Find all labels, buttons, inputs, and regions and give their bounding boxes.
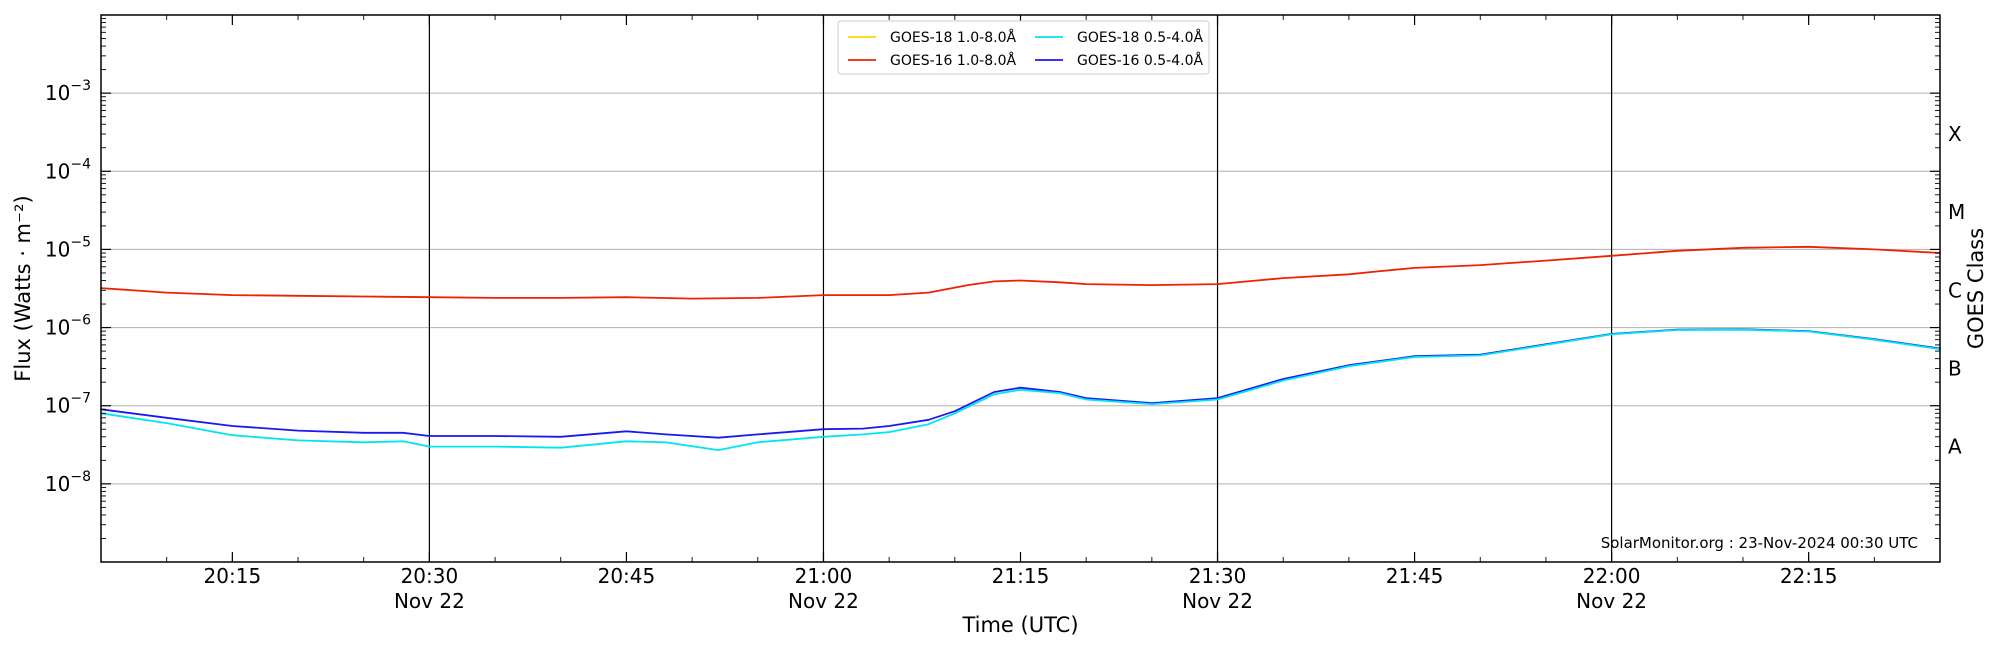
goes-class-labels: X M C B A bbox=[1948, 122, 1965, 459]
source-annotation: SolarMonitor.org : 23-Nov-2024 00:30 UTC bbox=[1601, 534, 1918, 552]
gridlines bbox=[101, 92, 1940, 485]
x-tick-label: 20:30 bbox=[401, 564, 459, 588]
x-tick-label: 22:15 bbox=[1780, 564, 1838, 588]
goes-class-label: C bbox=[1948, 278, 1962, 302]
x-axis-label: Time (UTC) bbox=[961, 613, 1078, 637]
legend-label: GOES-16 0.5-4.0Å bbox=[1077, 52, 1203, 69]
x-tick-label: 21:30 bbox=[1189, 564, 1247, 588]
series-line bbox=[100, 328, 1941, 451]
y-tick-labels: 10−8 10−7 10−6 10−5 10−4 10−3 bbox=[45, 78, 91, 496]
legend: GOES-18 1.0-8.0Å GOES-16 1.0-8.0Å GOES-18 … bbox=[837, 20, 1210, 75]
legend-box bbox=[837, 20, 1210, 75]
y-tick-label: 10−8 bbox=[45, 469, 91, 496]
x-tick-date-label: Nov 22 bbox=[394, 589, 465, 613]
goes-class-axis-label: GOES Class bbox=[1964, 228, 1988, 349]
series-lines bbox=[100, 245, 1941, 451]
goes-class-label: A bbox=[1948, 435, 1962, 459]
y-tick-label: 10−7 bbox=[45, 391, 91, 418]
legend-label: GOES-18 1.0-8.0Å bbox=[890, 29, 1016, 46]
x-tick-date-label: Nov 22 bbox=[1182, 589, 1253, 613]
x-tick-date-label: Nov 22 bbox=[1576, 589, 1647, 613]
series-line bbox=[100, 245, 1941, 300]
axis-ticks bbox=[100, 15, 1941, 562]
legend-label: GOES-16 1.0-8.0Å bbox=[890, 52, 1016, 69]
x-tick-label: 21:15 bbox=[992, 564, 1050, 588]
legend-label: GOES-18 0.5-4.0Å bbox=[1077, 29, 1203, 46]
goes-class-label: X bbox=[1948, 122, 1962, 146]
x-tick-date-label: Nov 22 bbox=[788, 589, 859, 613]
x-tick-label: 22:00 bbox=[1583, 564, 1641, 588]
goes-class-label: B bbox=[1948, 356, 1962, 380]
x-tick-label: 20:45 bbox=[598, 564, 656, 588]
series-line bbox=[100, 328, 1941, 439]
date-marker-lines bbox=[428, 15, 1613, 562]
x-tick-label: 21:00 bbox=[795, 564, 853, 588]
x-tick-label: 20:15 bbox=[204, 564, 262, 588]
plot-frame bbox=[100, 14, 1941, 563]
y-tick-label: 10−3 bbox=[45, 78, 91, 105]
x-tick-label: 21:45 bbox=[1386, 564, 1444, 588]
goes-class-label: M bbox=[1948, 200, 1965, 224]
y-axis-label: Flux (Watts · m⁻²) bbox=[11, 195, 35, 381]
y-tick-label: 10−6 bbox=[45, 313, 91, 340]
y-tick-label: 10−5 bbox=[45, 234, 91, 261]
y-tick-label: 10−4 bbox=[45, 156, 91, 183]
